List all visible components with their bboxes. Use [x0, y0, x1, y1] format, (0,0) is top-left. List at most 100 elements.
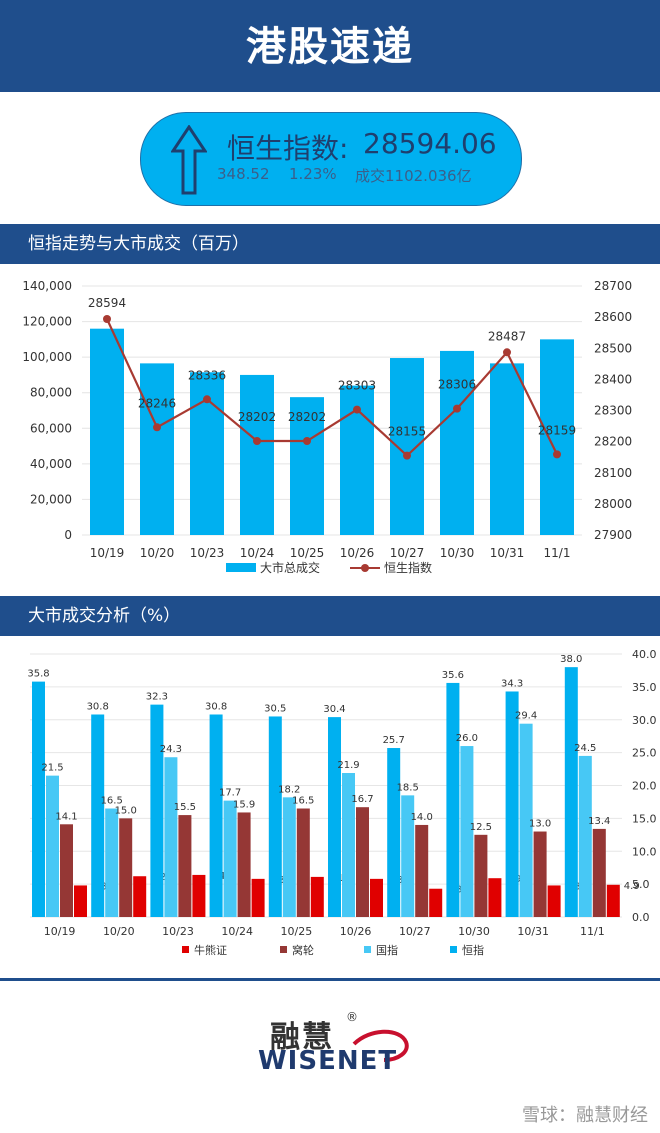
- x-axis-label: 10/20: [103, 925, 135, 938]
- legend-swatch: [182, 946, 189, 953]
- share-bar: [505, 691, 519, 917]
- x-axis-label: 10/31: [517, 925, 549, 938]
- share-bar: [547, 885, 561, 917]
- x-axis-label: 10/23: [190, 546, 225, 560]
- right-axis-tick: 0.0: [632, 911, 650, 924]
- share-data-label: 16.7: [351, 794, 373, 805]
- right-axis-tick: 40.0: [632, 648, 657, 661]
- legend-swatch-turnover: [226, 563, 256, 572]
- hsi-data-label: 28594: [88, 296, 126, 310]
- hsi-data-label: 28306: [438, 378, 476, 392]
- hsi-data-label: 28202: [238, 410, 276, 424]
- share-bar: [237, 812, 251, 917]
- share-data-label: 15.5: [174, 802, 196, 813]
- share-bar: [119, 818, 133, 917]
- x-axis-label: 10/27: [390, 546, 425, 560]
- share-bar: [460, 746, 474, 917]
- share-bar: [178, 815, 192, 917]
- legend-label: 窝轮: [292, 943, 314, 957]
- left-axis-tick: 20,000: [30, 492, 72, 506]
- right-axis-tick: 30.0: [632, 714, 657, 727]
- share-bar: [133, 876, 147, 917]
- right-axis-tick: 28200: [594, 435, 632, 449]
- share-bar: [606, 884, 620, 917]
- share-data-label: 15.9: [233, 799, 255, 810]
- x-axis-label: 10/19: [44, 925, 76, 938]
- left-axis-tick: 40,000: [30, 457, 72, 471]
- hsi-line: [106, 318, 558, 458]
- share-bar: [415, 824, 429, 917]
- logo-cn: 融慧: [270, 1020, 334, 1055]
- share-data-label: 35.8: [27, 669, 49, 680]
- x-axis-label: 11/1: [544, 546, 571, 560]
- share-data-label: 15.0: [115, 805, 137, 816]
- share-data-label: 18.5: [397, 782, 419, 793]
- turnover-bar: [540, 339, 574, 535]
- share-data-label: 18.2: [278, 784, 300, 795]
- right-axis-tick: 27900: [594, 528, 632, 542]
- share-data-label: 30.8: [205, 701, 227, 712]
- legend-label: 牛熊证: [194, 943, 227, 957]
- turnover-bar: [390, 358, 424, 535]
- right-axis-tick: 28500: [594, 341, 632, 355]
- x-axis-label: 10/25: [281, 925, 313, 938]
- share-bar: [328, 717, 341, 917]
- left-axis-tick: 0: [64, 528, 72, 542]
- up-arrow-icon: [171, 125, 207, 195]
- hsi-point: [303, 437, 311, 446]
- right-axis-tick: 5.0: [632, 878, 650, 891]
- share-bar: [60, 824, 73, 917]
- hsi-point: [453, 404, 461, 413]
- index-card: 恒生指数: 28594.06 348.52 1.23% 成交1102.036亿: [140, 112, 522, 206]
- watermark: 雪球：融慧财经: [522, 1105, 648, 1126]
- x-axis-label: 10/20: [140, 546, 175, 560]
- x-axis-label: 10/23: [162, 925, 194, 938]
- x-axis-label: 10/19: [90, 546, 125, 560]
- hsi-point: [253, 437, 261, 446]
- share-bar: [46, 775, 59, 917]
- share-data-label: 35.6: [442, 670, 464, 681]
- x-axis-label: 10/30: [440, 546, 475, 560]
- share-bar: [32, 681, 45, 917]
- logo-en: WISENET: [258, 1046, 398, 1076]
- share-data-label: 13.4: [588, 816, 610, 827]
- share-bar: [296, 808, 310, 917]
- share-bar: [192, 874, 206, 917]
- share-data-label: 14.1: [55, 811, 77, 822]
- share-data-label: 4.9: [624, 881, 640, 892]
- hsi-data-label: 28487: [488, 329, 526, 343]
- share-data-label: 30.4: [323, 704, 345, 715]
- share-data-label: 29.4: [515, 711, 537, 722]
- share-bar: [282, 797, 296, 917]
- hsi-data-label: 28155: [388, 425, 426, 439]
- share-bar: [474, 834, 488, 917]
- share-data-label: 24.5: [574, 743, 596, 754]
- legend-label-hsi: 恒生指数: [384, 560, 432, 575]
- share-data-label: 16.5: [101, 796, 123, 807]
- right-axis-tick: 28600: [594, 310, 632, 324]
- legend-label: 国指: [376, 943, 398, 957]
- x-axis-label: 10/27: [399, 925, 431, 938]
- share-data-label: 38.0: [560, 654, 582, 665]
- right-axis-tick: 25.0: [632, 747, 657, 760]
- hsi-data-label: 28202: [288, 410, 326, 424]
- index-turnover: 成交1102.036亿: [355, 167, 472, 185]
- section-title-trend: 恒指走势与大市成交（百万）: [0, 224, 660, 264]
- hsi-data-label: 28159: [538, 423, 576, 437]
- wisenet-logo: 融慧 ® WISENET: [250, 1010, 420, 1080]
- hsi-point: [403, 451, 411, 460]
- share-bar: [310, 876, 324, 917]
- share-data-label: 30.8: [87, 701, 109, 712]
- share-data-label: 25.7: [383, 735, 405, 746]
- share-bar: [519, 723, 533, 917]
- legend-swatch: [280, 946, 287, 953]
- hsi-data-label: 28336: [188, 368, 226, 382]
- left-axis-tick: 120,000: [22, 315, 72, 329]
- share-bar: [342, 773, 355, 917]
- divider: [0, 978, 660, 981]
- share-bar: [488, 878, 502, 917]
- share-data-label: 12.5: [470, 822, 492, 833]
- share-data-label: 26.0: [456, 733, 478, 744]
- right-axis-tick: 28300: [594, 404, 632, 418]
- index-change: 348.52: [217, 165, 270, 183]
